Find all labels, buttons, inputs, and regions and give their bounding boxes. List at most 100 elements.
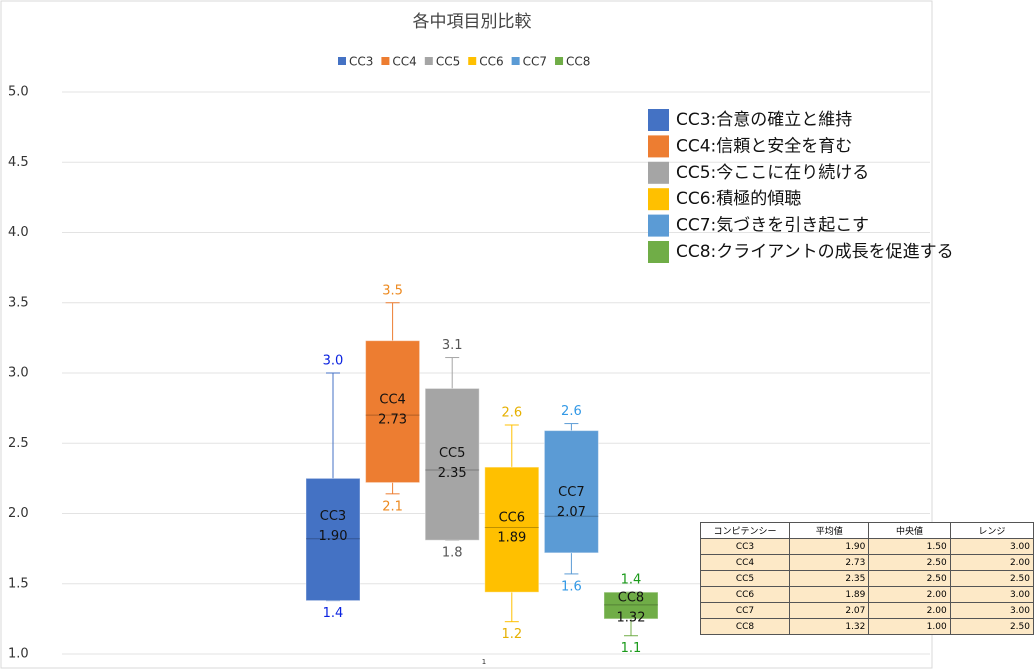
y-tick-label: 4.5 xyxy=(8,155,29,170)
table-cell: 1.89 xyxy=(789,586,870,603)
table-row: CC8 1.32 1.00 2.50 xyxy=(699,618,1034,635)
mean-label: 1.89 xyxy=(497,530,526,545)
table-header-cell: 中央値 xyxy=(868,522,951,539)
legend-swatch xyxy=(424,57,433,65)
legend-label: CC6 xyxy=(479,55,503,69)
table-cell: 2.50 xyxy=(868,554,951,571)
annotation-swatch xyxy=(648,188,669,211)
legend-label: CC7 xyxy=(523,55,547,69)
annotation-swatch xyxy=(648,161,669,184)
mean-label: 2.35 xyxy=(438,466,467,481)
min-label: 1.2 xyxy=(501,627,522,642)
table-cell: CC6 xyxy=(699,586,791,603)
table-header-row: コンピテンシー 平均値 中央値 レンジ xyxy=(699,522,1034,539)
min-label: 1.8 xyxy=(442,546,463,561)
table-cell: 1.90 xyxy=(789,538,870,555)
min-label: 1.1 xyxy=(621,641,642,656)
legend-swatch xyxy=(555,57,564,65)
mean-label: 1.32 xyxy=(617,611,646,626)
table-cell: 2.73 xyxy=(789,554,870,571)
max-label: 1.4 xyxy=(621,573,642,588)
annotation-swatch xyxy=(648,109,669,131)
annotation: CC7:気づきを引き起こす xyxy=(676,216,869,236)
table-cell: 3.00 xyxy=(949,602,1034,619)
legend-swatch xyxy=(511,57,520,65)
table-cell: 1.00 xyxy=(868,618,951,635)
table-cell: CC7 xyxy=(699,602,791,619)
min-label: 2.1 xyxy=(382,499,403,514)
box xyxy=(305,477,361,602)
table-cell: CC5 xyxy=(699,570,791,587)
annotation-swatch xyxy=(648,214,669,237)
annotation: CC8:クライアントの成長を促進する xyxy=(676,242,954,262)
table-row: CC7 2.07 2.00 3.00 xyxy=(699,602,1034,619)
series-label: CC3 xyxy=(320,509,346,524)
annotation-swatch xyxy=(648,135,669,158)
annotation: CC6:積極的傾聴 xyxy=(676,189,801,209)
table-cell: 2.50 xyxy=(949,618,1034,635)
annotation: CC5:今ここに在り続ける xyxy=(676,163,869,183)
y-tick-label: 2.0 xyxy=(8,506,29,521)
table-header-cell: レンジ xyxy=(949,522,1034,539)
table-cell: CC8 xyxy=(699,618,791,635)
legend-label: CC3 xyxy=(349,55,373,69)
table-cell: CC3 xyxy=(699,538,791,555)
max-label: 3.1 xyxy=(442,338,463,353)
series-label: CC4 xyxy=(379,392,405,407)
box xyxy=(484,466,540,593)
table-cell: 2.35 xyxy=(789,570,870,587)
table-cell: 2.07 xyxy=(789,602,870,619)
table-cell: 2.00 xyxy=(868,586,951,603)
series-label: CC6 xyxy=(499,510,525,525)
table-header-cell: コンピテンシー xyxy=(699,522,791,539)
max-label: 2.6 xyxy=(561,404,582,419)
x-tick-label: 1 xyxy=(482,658,486,666)
y-tick-label: 2.5 xyxy=(8,436,29,451)
table-cell: 2.00 xyxy=(949,554,1034,571)
legend-label: CC5 xyxy=(436,55,460,69)
legend-label: CC8 xyxy=(566,55,590,69)
legend-swatch xyxy=(338,57,346,65)
legend-swatch xyxy=(381,57,390,65)
max-label: 3.5 xyxy=(382,283,403,298)
box xyxy=(603,591,659,620)
box xyxy=(543,430,599,554)
min-label: 1.4 xyxy=(323,606,344,621)
y-tick-label: 1.0 xyxy=(8,647,29,662)
box xyxy=(365,340,421,484)
summary-table: コンピテンシー 平均値 中央値 レンジ CC3 1.90 1.50 3.00 CC4 2.73 2.… xyxy=(699,522,1034,635)
min-label: 1.6 xyxy=(561,579,582,594)
table-row: CC4 2.73 2.50 2.00 xyxy=(699,554,1034,571)
table-cell: 2.50 xyxy=(949,570,1034,587)
table-cell: 3.00 xyxy=(949,586,1034,603)
annotation-swatch xyxy=(648,241,669,263)
mean-label: 2.07 xyxy=(557,505,586,520)
series-label: CC8 xyxy=(618,591,644,606)
y-tick-label: 3.0 xyxy=(8,366,29,381)
table-header-cell: 平均値 xyxy=(789,522,870,539)
table-cell: 1.32 xyxy=(789,618,870,635)
series-label: CC7 xyxy=(558,485,584,500)
series-label: CC5 xyxy=(439,446,465,461)
mean-label: 2.73 xyxy=(378,412,407,427)
table-row: CC3 1.90 1.50 3.00 xyxy=(699,538,1034,555)
y-tick-label: 1.5 xyxy=(8,576,29,591)
y-tick-label: 5.0 xyxy=(8,85,29,100)
table-cell: 1.50 xyxy=(868,538,951,555)
chart-title: 各中項目別比較 xyxy=(413,12,532,32)
max-label: 2.6 xyxy=(501,405,522,420)
annotation: CC3:合意の確立と維持 xyxy=(676,110,852,130)
table-row: CC5 2.35 2.50 2.50 xyxy=(699,570,1034,587)
table-row: CC6 1.89 2.00 3.00 xyxy=(699,586,1034,603)
table-cell: 3.00 xyxy=(949,538,1034,555)
box xyxy=(424,387,480,541)
y-tick-label: 3.5 xyxy=(8,295,29,310)
y-tick-label: 4.0 xyxy=(8,225,29,240)
legend-label: CC4 xyxy=(392,55,416,69)
annotation: CC4:信頼と安全を育む xyxy=(676,136,852,156)
mean-label: 1.90 xyxy=(319,529,348,544)
table-cell: CC4 xyxy=(699,554,791,571)
table-cell: 2.00 xyxy=(868,602,951,619)
